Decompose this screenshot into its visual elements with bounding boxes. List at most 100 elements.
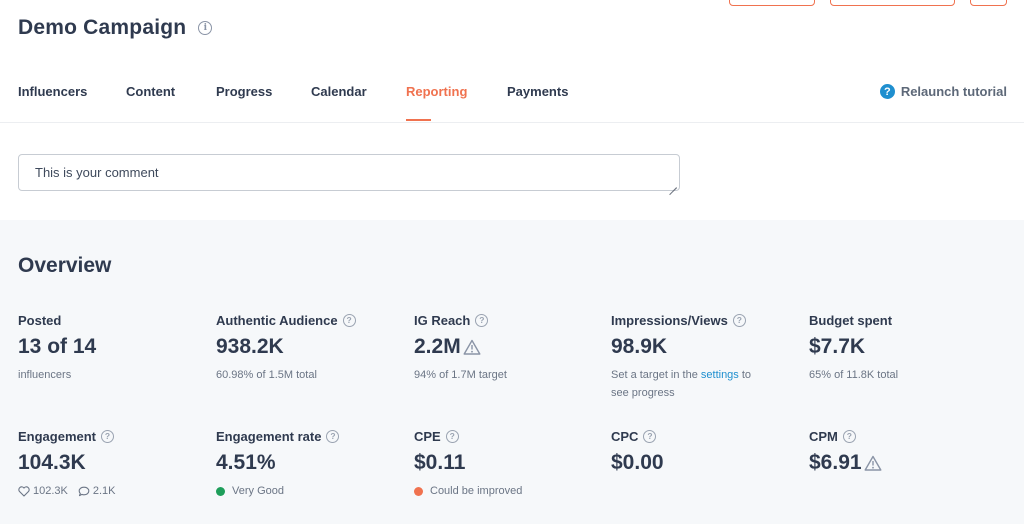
metric-sub-text: see progress [611,387,675,399]
question-icon[interactable]: ? [643,429,657,443]
metric-label: Budget spent [809,312,893,328]
metric-sub-text: Set a target in the [611,369,701,381]
tab-calendar[interactable]: Calendar [311,84,367,99]
comments-count: 2.1K [92,485,116,497]
info-icon[interactable]: i [198,21,213,35]
metric-value-text: $7.7K [809,335,866,358]
metric-label-text: Impressions/Views [611,312,728,328]
metric-label-text: Engagement [18,428,97,444]
metric-cpm: CPM? $6.91 [809,428,989,476]
metric-value-text: $6.91 [809,451,862,474]
top-action-button-2[interactable] [830,0,955,6]
metric-label: CPC? [611,428,791,444]
page-header: Demo Campaign i [18,14,213,42]
metric-label-text: Engagement rate [216,428,322,444]
settings-link[interactable]: settings [700,369,739,381]
metric-value-text: 2.2M [414,335,461,358]
metric-value: 104.3K [18,450,198,476]
metric-label-text: CPE [414,428,441,444]
tab-payments[interactable]: Payments [507,84,569,99]
tab-bar: Influencers Content Progress Calendar Re… [0,70,1024,123]
active-tab-indicator [406,119,431,121]
comment-field[interactable]: This is your comment [18,154,680,191]
overview-title: Overview [18,254,112,277]
metric-authentic-audience: Authentic Audience? 938.2K 60.98% of 1.5… [216,312,396,384]
metric-cpe: CPE? $0.11 Could be improved [414,428,594,500]
metric-sub-text: to [738,369,752,381]
help-icon: ? [879,84,895,99]
metric-sub: Very Good [216,482,396,500]
metric-value: $6.91 [809,450,989,476]
metric-label: IG Reach? [414,312,594,328]
metric-engagement-rate: Engagement rate? 4.51% Very Good [216,428,396,500]
tab-content[interactable]: Content [126,84,176,99]
tab-influencers[interactable]: Influencers [18,84,88,99]
metric-label: Engagement rate? [216,428,396,444]
metric-value: 938.2K [216,334,396,360]
metric-value: $7.7K [809,334,989,360]
metric-value: $0.11 [414,450,594,476]
metric-sub: 60.98% of 1.5M total [216,369,317,381]
metric-sub: Set a target in the settings to see prog… [611,366,781,402]
metric-label: CPE? [414,428,594,444]
metric-label: Authentic Audience? [216,312,396,328]
tab-reporting[interactable]: Reporting [406,84,468,99]
likes-count: 102.3K [33,485,68,497]
question-icon[interactable]: ? [326,429,340,443]
relaunch-tutorial-button[interactable]: ? Relaunch tutorial [879,84,1007,99]
warning-icon[interactable] [864,455,882,471]
metric-sub: 65% of 11.8K total [809,369,899,381]
warning-icon[interactable] [463,339,481,355]
metric-value-text: $0.11 [414,451,466,474]
metric-cpc: CPC? $0.00 [611,428,791,476]
metric-value-text: 13 of 14 [18,335,97,358]
metric-label: CPM? [809,428,989,444]
comment-text: This is your comment [35,165,159,180]
metric-label-text: CPM [809,428,838,444]
relaunch-tutorial-label: Relaunch tutorial [900,84,1007,99]
metric-value-text: 104.3K [18,451,86,474]
metric-label-text: CPC [611,428,639,444]
metric-ig-reach: IG Reach? 2.2M 94% of 1.7M target [414,312,594,384]
question-icon[interactable]: ? [475,313,489,327]
metric-label: Engagement? [18,428,198,444]
overview-panel: Overview Posted 13 of 14 influencers Aut… [0,220,1024,524]
metric-value: 13 of 14 [18,334,198,360]
metric-sub: 102.3K 2.1K [18,482,198,500]
metric-value-text: $0.00 [611,451,664,474]
metric-sub: 94% of 1.7M target [414,369,507,381]
heart-icon [18,485,30,497]
top-action-button-3[interactable] [970,0,1007,6]
metric-budget-spent: Budget spent $7.7K 65% of 11.8K total [809,312,989,384]
question-icon[interactable]: ? [101,429,115,443]
metric-label-text: Authentic Audience [216,312,338,328]
metric-sub: influencers [18,369,72,381]
tab-progress[interactable]: Progress [216,84,273,99]
metric-value-text: 938.2K [216,335,284,358]
metric-label: Impressions/Views? [611,312,781,328]
question-icon[interactable]: ? [732,313,746,327]
metric-impressions: Impressions/Views? 98.9K Set a target in… [611,312,781,402]
status-dot-icon [216,486,225,496]
metric-value: 2.2M [414,334,594,360]
top-action-button-1[interactable] [729,0,815,6]
question-icon[interactable]: ? [842,429,856,443]
metric-value: 4.51% [216,450,396,476]
page-title: Demo Campaign [18,16,187,39]
metric-engagement: Engagement? 104.3K 102.3K 2.1K [18,428,198,500]
metric-value: $0.00 [611,450,791,476]
comment-icon [78,486,90,496]
metric-value: 98.9K [611,334,781,360]
question-icon[interactable]: ? [342,313,356,327]
status-text: Could be improved [430,485,523,497]
question-icon[interactable]: ? [445,429,459,443]
metric-label: Posted [18,312,62,328]
metric-posted: Posted 13 of 14 influencers [18,312,198,384]
status-dot-icon [414,486,423,496]
metric-sub: Could be improved [414,482,594,500]
status-text: Very Good [232,485,284,497]
metric-value-text: 4.51% [216,451,276,474]
metric-value-text: 98.9K [611,335,668,358]
metric-label-text: IG Reach [414,312,471,328]
resize-handle-icon[interactable] [669,180,677,188]
